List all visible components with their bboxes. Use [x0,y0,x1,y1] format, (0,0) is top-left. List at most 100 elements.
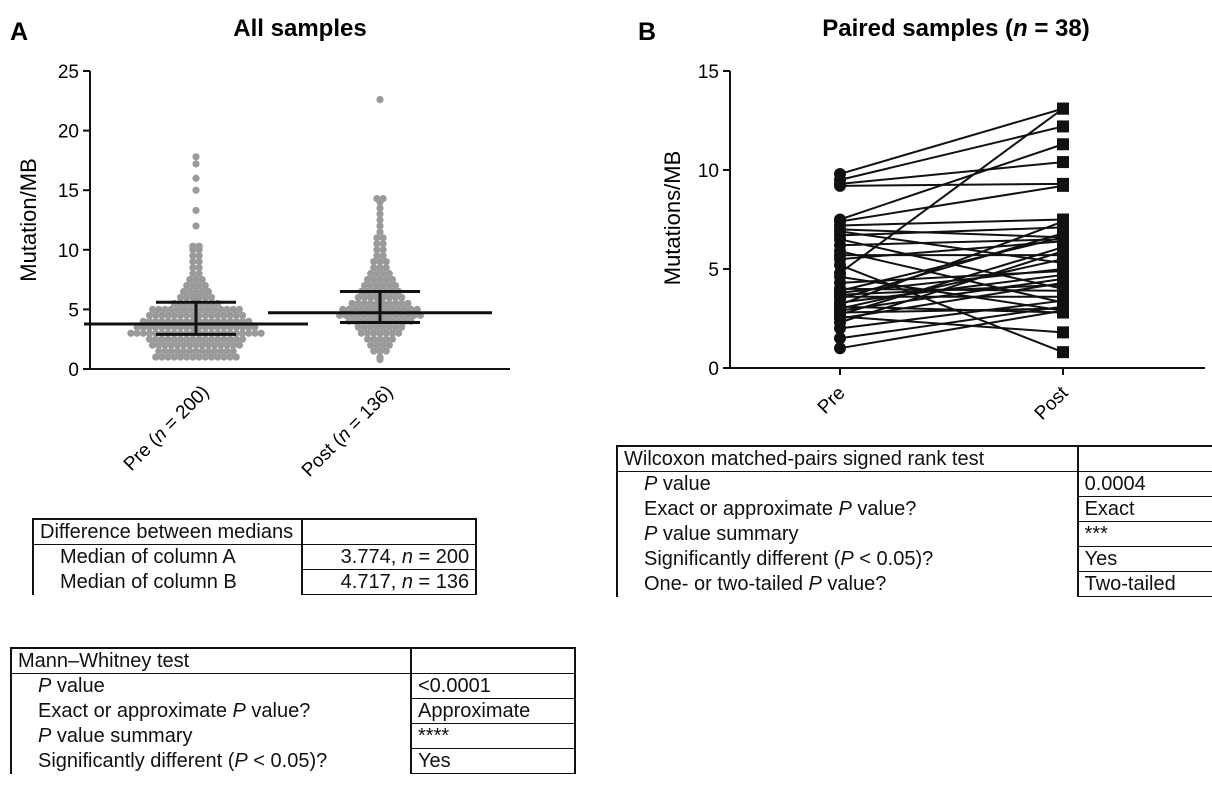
data-point [192,174,200,182]
data-point [382,258,390,266]
data-point [195,264,203,272]
wx-label-p: P [644,473,658,496]
x-tick-label-rest: = 200) [156,382,213,439]
data-point [192,347,200,355]
panel-b-title-n: n [1013,15,1028,42]
y-tick-label: 20 [58,122,79,143]
data-point [186,276,194,284]
data-point [167,305,175,313]
data-point [398,299,406,308]
data-point [176,335,185,343]
data-point [167,347,175,355]
wx-row-value: Yes [1076,546,1212,572]
wx-row: P value summary *** [616,521,1212,547]
panel-a-axes: 0 5 10 15 20 25 Pre (n = 200) Post (n = 136) [58,62,510,481]
data-point [373,246,381,254]
data-point [167,341,175,349]
data-point [391,299,400,308]
wx-header-label: Wilcoxon matched-pairs signed rank test [616,445,1079,472]
pair-line [839,184,1064,223]
y-tick-label: 0 [68,360,79,381]
data-point [376,204,384,212]
mw-row: P value summary **** [10,723,576,749]
y-tick-label: 10 [58,241,79,262]
data-point [214,335,222,343]
data-point [186,341,194,349]
pair-line [839,277,1064,312]
mw-header-label: Mann–Whitney test [10,647,412,674]
mw-row-label: P value summary [10,723,412,749]
pair-line [839,250,1064,324]
mw-row: Significantly different (P < 0.05)? Yes [10,748,576,774]
panel-b-axes: 0 5 10 15 Pre Post [698,62,1205,424]
data-point [360,299,369,308]
data-point [176,353,185,361]
data-point [376,258,384,266]
pair-line [839,232,1064,300]
data-point [201,353,209,361]
pair-line [839,143,1064,221]
data-point [379,194,387,203]
data-point [407,305,415,313]
mann-whitney-table: Mann–Whitney test P value <0.0001 Exact … [10,647,576,774]
data-point [211,305,219,313]
mw-label-post: < 0.05)? [247,750,328,772]
pre-point [834,332,846,345]
y-tick-label: 5 [68,300,79,321]
post-point [1057,326,1069,339]
data-point [376,335,384,343]
data-point [370,305,378,313]
data-point [376,264,384,272]
data-point [373,341,381,349]
data-point [360,281,369,290]
data-point [189,353,197,361]
data-point [357,329,365,337]
data-point [214,311,222,319]
mw-row-value: Yes [410,748,576,774]
y-tick-label: 15 [698,62,719,83]
post-point [1057,304,1069,317]
pair-line [839,218,1064,227]
data-point [192,186,200,194]
data-point [220,353,228,361]
data-point [373,234,381,242]
wx-row-value: 0.0004 [1076,471,1212,497]
data-point [192,276,200,284]
medians-table-header: Difference between medians [31,518,478,545]
pre-point [834,179,846,192]
x-tick-label: Pre (n = 200) [120,382,214,476]
wx-row: Exact or approximate P value? Exact [616,496,1212,522]
wx-row-label: P value summary [616,521,1079,547]
data-point [127,329,135,337]
data-point [388,276,396,284]
data-point [211,341,219,349]
data-point [152,311,160,319]
data-point [198,347,206,355]
pair-line [839,238,1064,247]
medians-val-rest: = 200 [412,546,470,568]
data-point [192,290,200,298]
data-point [192,341,200,349]
data-point [158,353,166,361]
data-point [207,353,216,361]
wx-label-post: value summary [657,523,799,545]
data-point [180,287,188,296]
data-point [226,311,234,319]
data-point [370,258,378,266]
data-point [376,355,384,364]
pair-line [839,182,1064,187]
medians-row-value: 3.774, n = 200 [301,544,478,570]
data-point [370,264,378,272]
data-point [367,293,375,302]
data-point [207,335,216,343]
mw-label-p: P [38,725,52,747]
data-point [173,347,181,355]
data-point [245,329,253,337]
data-point [186,287,194,296]
mw-label-post: value? [245,700,311,722]
post-point [1057,156,1069,169]
data-point [158,311,166,319]
data-point [376,329,384,337]
data-point [367,299,375,308]
data-point [211,347,219,355]
